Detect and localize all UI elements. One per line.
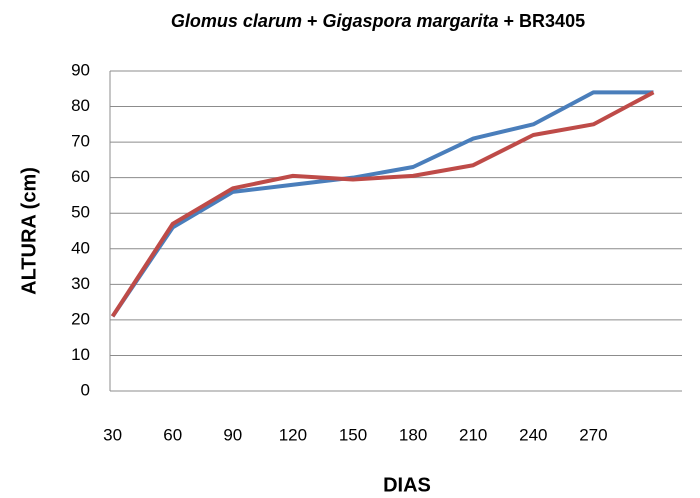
y-tick-label: 60 xyxy=(71,167,90,186)
series-line xyxy=(110,90,655,318)
y-tick-label: 20 xyxy=(71,309,90,328)
title-part: + xyxy=(302,11,323,31)
y-axis-label: ALTURA (cm) xyxy=(18,167,40,295)
x-axis-label: DIAS xyxy=(383,474,431,496)
x-tick-label: 270 xyxy=(579,425,607,444)
x-tick-label: 210 xyxy=(459,425,487,444)
y-tick-label: 30 xyxy=(71,274,90,293)
y-tick-label: 70 xyxy=(71,132,90,151)
y-tick-label: 80 xyxy=(71,96,90,115)
title-part: Glomus clarum xyxy=(171,11,302,31)
x-tick-label: 30 xyxy=(103,425,122,444)
x-tick-label: 240 xyxy=(519,425,547,444)
title-part: Gigaspora margarita xyxy=(322,11,498,31)
y-tick-label: 40 xyxy=(71,238,90,257)
x-tick-label: 150 xyxy=(339,425,367,444)
y-tick-label: 0 xyxy=(81,380,90,399)
series-line xyxy=(110,90,654,318)
x-tick-label: 90 xyxy=(223,425,242,444)
y-tick-label: 10 xyxy=(71,345,90,364)
x-tick-label: 60 xyxy=(163,425,182,444)
x-tick-label: 180 xyxy=(399,425,427,444)
y-tick-label: 50 xyxy=(71,203,90,222)
title-part: + BR3405 xyxy=(499,11,586,31)
x-tick-label: 120 xyxy=(279,425,307,444)
chart-title: Glomus clarum + Gigaspora margarita + BR… xyxy=(171,11,585,31)
y-tick-label: 90 xyxy=(71,60,90,79)
